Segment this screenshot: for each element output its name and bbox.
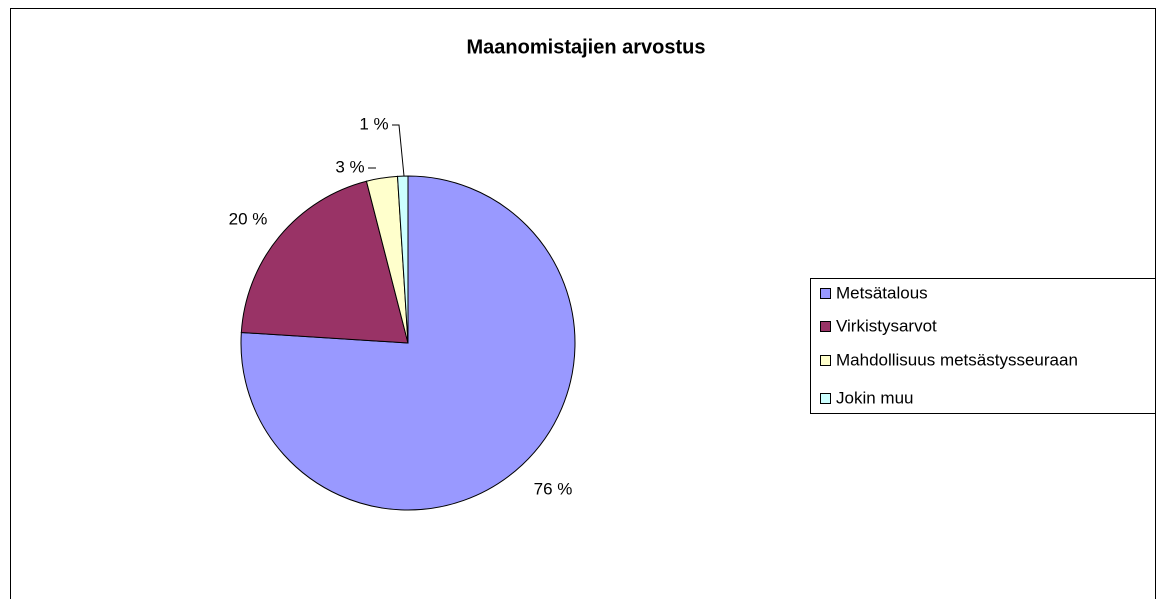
legend-swatch	[820, 355, 831, 366]
pie-slice	[240, 180, 409, 344]
data-label: 1 %	[359, 114, 388, 133]
data-label: 20 %	[229, 209, 268, 228]
legend-label: Mahdollisuus metsästysseuraan	[836, 350, 1078, 369]
pie-slice	[396, 175, 409, 344]
legend-label: Jokin muu	[836, 388, 913, 407]
chart-title: Maanomistajien arvostus	[467, 36, 706, 58]
data-label: 76 %	[534, 479, 573, 498]
legend-swatch	[820, 393, 831, 404]
legend-label: Metsätalous	[836, 283, 928, 302]
pie-slice	[240, 175, 576, 511]
data-label: 3 %	[335, 157, 364, 176]
legend	[810, 278, 1156, 414]
legend-swatch	[820, 288, 831, 299]
leader-line	[392, 124, 405, 177]
legend-label: Virkistysarvot	[836, 316, 937, 335]
legend-swatch	[820, 321, 831, 332]
